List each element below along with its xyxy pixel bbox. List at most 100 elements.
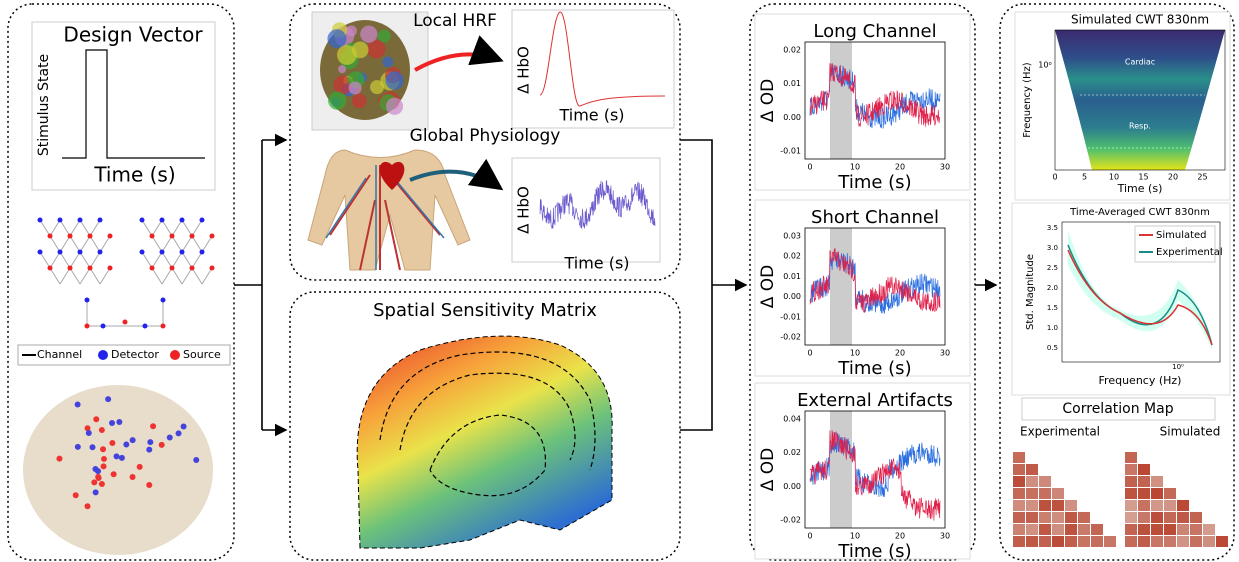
label: 10 xyxy=(1109,173,1119,182)
detector xyxy=(58,218,63,223)
heat-cell xyxy=(1203,524,1215,535)
channel xyxy=(162,268,172,284)
channel xyxy=(80,268,90,284)
optode xyxy=(99,427,105,433)
detector xyxy=(140,218,145,223)
label: 0.03 xyxy=(783,232,801,241)
detector xyxy=(38,250,43,255)
label: 25 xyxy=(1197,173,1207,182)
optode xyxy=(95,468,101,474)
source xyxy=(108,234,113,239)
optode xyxy=(96,475,102,481)
label: 1.5 xyxy=(1047,304,1058,312)
optode xyxy=(137,464,143,470)
channel xyxy=(152,268,162,284)
optode xyxy=(161,298,166,303)
channel xyxy=(60,268,70,284)
label: 0.00 xyxy=(783,482,801,491)
optode xyxy=(116,419,122,425)
heat-cell xyxy=(1125,452,1137,463)
label: Δ OD xyxy=(758,79,778,123)
source xyxy=(150,266,155,271)
detector xyxy=(140,250,145,255)
channel xyxy=(60,252,70,268)
label: 3.5 xyxy=(1047,224,1058,232)
heat-cell xyxy=(1065,524,1077,535)
detector xyxy=(160,218,165,223)
label: 15 xyxy=(1138,173,1148,182)
heat-cell xyxy=(1190,512,1202,523)
channel xyxy=(192,220,202,236)
brain-region xyxy=(337,45,357,65)
optode xyxy=(85,298,90,303)
optode xyxy=(161,324,166,329)
legend-dot xyxy=(170,350,180,360)
optode xyxy=(181,423,187,429)
brain-region xyxy=(385,71,403,89)
channel xyxy=(152,236,162,252)
channel xyxy=(50,236,60,252)
label: 0.02 xyxy=(783,46,801,55)
heat-cell xyxy=(1026,476,1038,487)
optode xyxy=(73,492,79,498)
heat-cell xyxy=(1065,536,1077,547)
channel xyxy=(70,220,80,236)
heat-cell xyxy=(1177,500,1189,511)
heat-cell xyxy=(1052,500,1064,511)
optode xyxy=(75,401,81,407)
label: Design Vector xyxy=(63,23,203,47)
source xyxy=(170,234,175,239)
heat-cell xyxy=(1138,500,1150,511)
label: 1.0 xyxy=(1047,324,1058,332)
source xyxy=(88,266,93,271)
label: Time (s) xyxy=(837,358,911,379)
heat-cell xyxy=(1164,488,1176,499)
detector xyxy=(38,218,43,223)
heat-cell xyxy=(1125,536,1137,547)
optode xyxy=(123,442,129,448)
label: 30 xyxy=(940,163,950,172)
optode xyxy=(150,423,156,429)
plot-frame xyxy=(512,158,660,262)
heat-cell xyxy=(1039,512,1051,523)
source xyxy=(48,266,53,271)
optode xyxy=(130,437,136,443)
channel xyxy=(162,236,172,252)
source xyxy=(68,266,73,271)
label: Time (s) xyxy=(563,254,629,273)
label: -0.01 xyxy=(780,147,801,156)
source xyxy=(210,234,215,239)
heat-cell xyxy=(1013,512,1025,523)
label: 10 xyxy=(850,349,860,358)
channel xyxy=(80,220,90,236)
optode xyxy=(93,416,99,422)
channel xyxy=(50,252,60,268)
heat-cell xyxy=(1026,464,1038,475)
label: Resp. xyxy=(1129,122,1151,131)
heat-cell xyxy=(1190,536,1202,547)
channel xyxy=(100,236,110,252)
heat-cell xyxy=(1138,536,1150,547)
heat-cell xyxy=(1216,536,1228,547)
sensitivity-map xyxy=(357,336,612,548)
heat-cell xyxy=(1125,488,1137,499)
heat-cell xyxy=(1026,488,1038,499)
brain-region xyxy=(352,94,367,109)
heat-cell xyxy=(1026,536,1038,547)
label: Short Channel xyxy=(811,207,939,228)
channel xyxy=(172,236,182,252)
heat-cell xyxy=(1052,512,1064,523)
channel xyxy=(162,252,172,268)
label: 20 xyxy=(1168,173,1178,182)
heat-cell xyxy=(1190,524,1202,535)
channel xyxy=(202,268,212,284)
channel xyxy=(90,220,100,236)
brain-region xyxy=(383,56,394,67)
optode xyxy=(143,324,148,329)
optode xyxy=(91,479,97,485)
optode xyxy=(167,435,173,441)
heat-cell xyxy=(1039,500,1051,511)
channel xyxy=(80,236,90,252)
channel xyxy=(202,236,212,252)
optode xyxy=(193,457,199,463)
